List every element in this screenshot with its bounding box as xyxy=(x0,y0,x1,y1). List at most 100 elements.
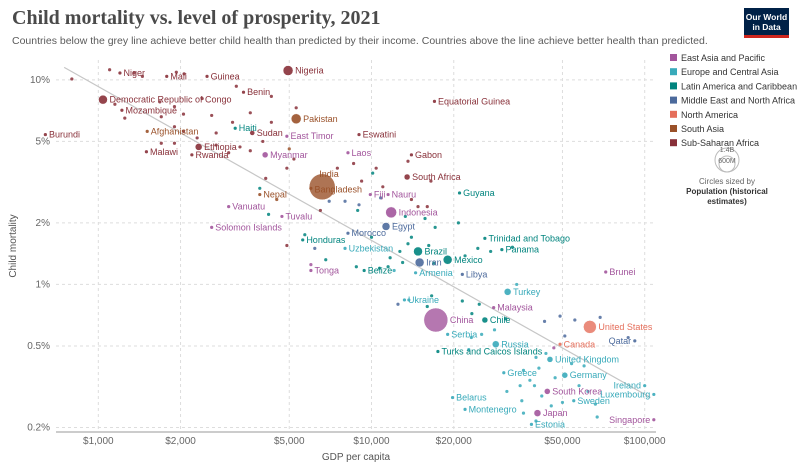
data-point[interactable] xyxy=(381,185,385,189)
data-point[interactable] xyxy=(113,102,117,106)
data-point[interactable] xyxy=(357,203,361,207)
data-point-myanmar[interactable] xyxy=(261,151,269,159)
data-point[interactable] xyxy=(275,197,279,202)
data-point[interactable] xyxy=(401,260,405,265)
data-point[interactable] xyxy=(303,233,307,237)
data-point[interactable] xyxy=(174,70,178,74)
data-point-south-korea[interactable] xyxy=(544,388,551,395)
data-point[interactable] xyxy=(248,111,252,115)
data-point[interactable] xyxy=(398,249,402,254)
data-point[interactable] xyxy=(396,302,400,306)
data-point-armenia[interactable] xyxy=(413,271,418,275)
data-point[interactable] xyxy=(214,143,218,147)
data-point-estonia[interactable] xyxy=(529,422,534,426)
data-point[interactable] xyxy=(234,84,238,88)
data-point-burundi[interactable] xyxy=(43,132,47,137)
legend-label[interactable]: Middle East and North Africa xyxy=(681,96,795,106)
data-point[interactable] xyxy=(542,319,547,323)
data-point[interactable] xyxy=(172,141,177,145)
data-point-japan[interactable] xyxy=(533,409,542,417)
data-point-guyana[interactable] xyxy=(457,191,462,195)
data-point[interactable] xyxy=(238,145,242,149)
data-point-mexico[interactable] xyxy=(442,255,453,265)
data-point[interactable] xyxy=(409,235,414,239)
data-point[interactable] xyxy=(433,225,437,229)
legend-swatch[interactable] xyxy=(670,125,677,132)
data-point[interactable] xyxy=(577,384,581,388)
data-point[interactable] xyxy=(266,212,271,216)
data-point[interactable] xyxy=(504,317,508,321)
data-point[interactable] xyxy=(386,265,390,269)
legend-label[interactable]: Sub-Saharan Africa xyxy=(681,138,759,148)
data-point[interactable] xyxy=(489,249,493,254)
data-point[interactable] xyxy=(470,312,474,316)
data-point[interactable] xyxy=(388,256,392,260)
data-point[interactable] xyxy=(195,136,199,140)
data-point-laos[interactable] xyxy=(346,151,350,155)
data-point[interactable] xyxy=(409,197,414,202)
data-point-sudan[interactable] xyxy=(249,130,256,136)
data-point[interactable] xyxy=(595,415,599,419)
data-point[interactable] xyxy=(532,384,537,388)
owid-logo[interactable]: Our World in Data xyxy=(744,8,789,38)
data-point[interactable] xyxy=(476,246,480,251)
data-point[interactable] xyxy=(407,298,411,302)
data-point[interactable] xyxy=(294,106,298,110)
data-point[interactable] xyxy=(626,335,630,340)
data-point[interactable] xyxy=(158,100,162,104)
data-point[interactable] xyxy=(335,166,339,170)
data-point-trinidad-and-tobago[interactable] xyxy=(483,236,487,240)
data-point[interactable] xyxy=(285,166,289,170)
data-point[interactable] xyxy=(309,263,313,267)
data-point[interactable] xyxy=(403,214,407,219)
data-point-russia[interactable] xyxy=(492,340,500,349)
data-point[interactable] xyxy=(392,268,396,273)
data-point[interactable] xyxy=(598,315,602,320)
data-point[interactable] xyxy=(181,129,186,133)
data-point-qatar[interactable] xyxy=(633,339,637,343)
data-point[interactable] xyxy=(423,216,427,221)
data-point-serbia[interactable] xyxy=(446,332,450,336)
data-point[interactable] xyxy=(181,112,186,116)
data-point[interactable] xyxy=(560,400,565,405)
data-point[interactable] xyxy=(430,294,434,298)
data-point-pakistan[interactable] xyxy=(290,113,302,125)
data-point[interactable] xyxy=(515,282,519,287)
data-point-nigeria[interactable] xyxy=(282,65,294,76)
data-point[interactable] xyxy=(569,362,574,366)
data-point[interactable] xyxy=(227,151,231,155)
legend-swatch[interactable] xyxy=(670,96,677,104)
data-point[interactable] xyxy=(553,376,557,380)
data-point-canada[interactable] xyxy=(558,342,562,346)
data-point[interactable] xyxy=(360,179,364,183)
data-point[interactable] xyxy=(540,394,544,398)
data-point-chile[interactable] xyxy=(481,316,489,324)
data-point-malawi[interactable] xyxy=(144,150,149,154)
data-point-afghanistan[interactable] xyxy=(145,129,149,133)
data-point[interactable] xyxy=(467,348,471,352)
data-point-belarus[interactable] xyxy=(450,395,455,400)
data-point[interactable] xyxy=(510,245,515,249)
data-point-niger[interactable] xyxy=(118,71,122,75)
data-point-turks-and-caicos-islands[interactable] xyxy=(436,349,440,354)
data-point-rwanda[interactable] xyxy=(190,153,194,157)
data-point[interactable] xyxy=(463,254,467,258)
data-point[interactable] xyxy=(200,96,204,101)
data-point-sweden[interactable] xyxy=(572,399,576,403)
data-point[interactable] xyxy=(182,72,186,76)
data-point-vanuatu[interactable] xyxy=(227,205,231,209)
data-point-panama[interactable] xyxy=(500,247,504,252)
data-point-china[interactable] xyxy=(423,307,449,333)
data-point[interactable] xyxy=(505,389,509,394)
data-point[interactable] xyxy=(425,304,429,309)
data-point[interactable] xyxy=(324,258,328,262)
data-point[interactable] xyxy=(549,404,553,408)
data-point[interactable] xyxy=(70,77,74,81)
data-point[interactable] xyxy=(269,94,273,98)
data-point[interactable] xyxy=(379,196,383,200)
data-point[interactable] xyxy=(264,176,268,180)
data-point-benin[interactable] xyxy=(241,90,246,94)
data-point[interactable] xyxy=(406,159,410,163)
data-point-ethiopia[interactable] xyxy=(194,143,203,151)
data-point[interactable] xyxy=(287,147,291,151)
